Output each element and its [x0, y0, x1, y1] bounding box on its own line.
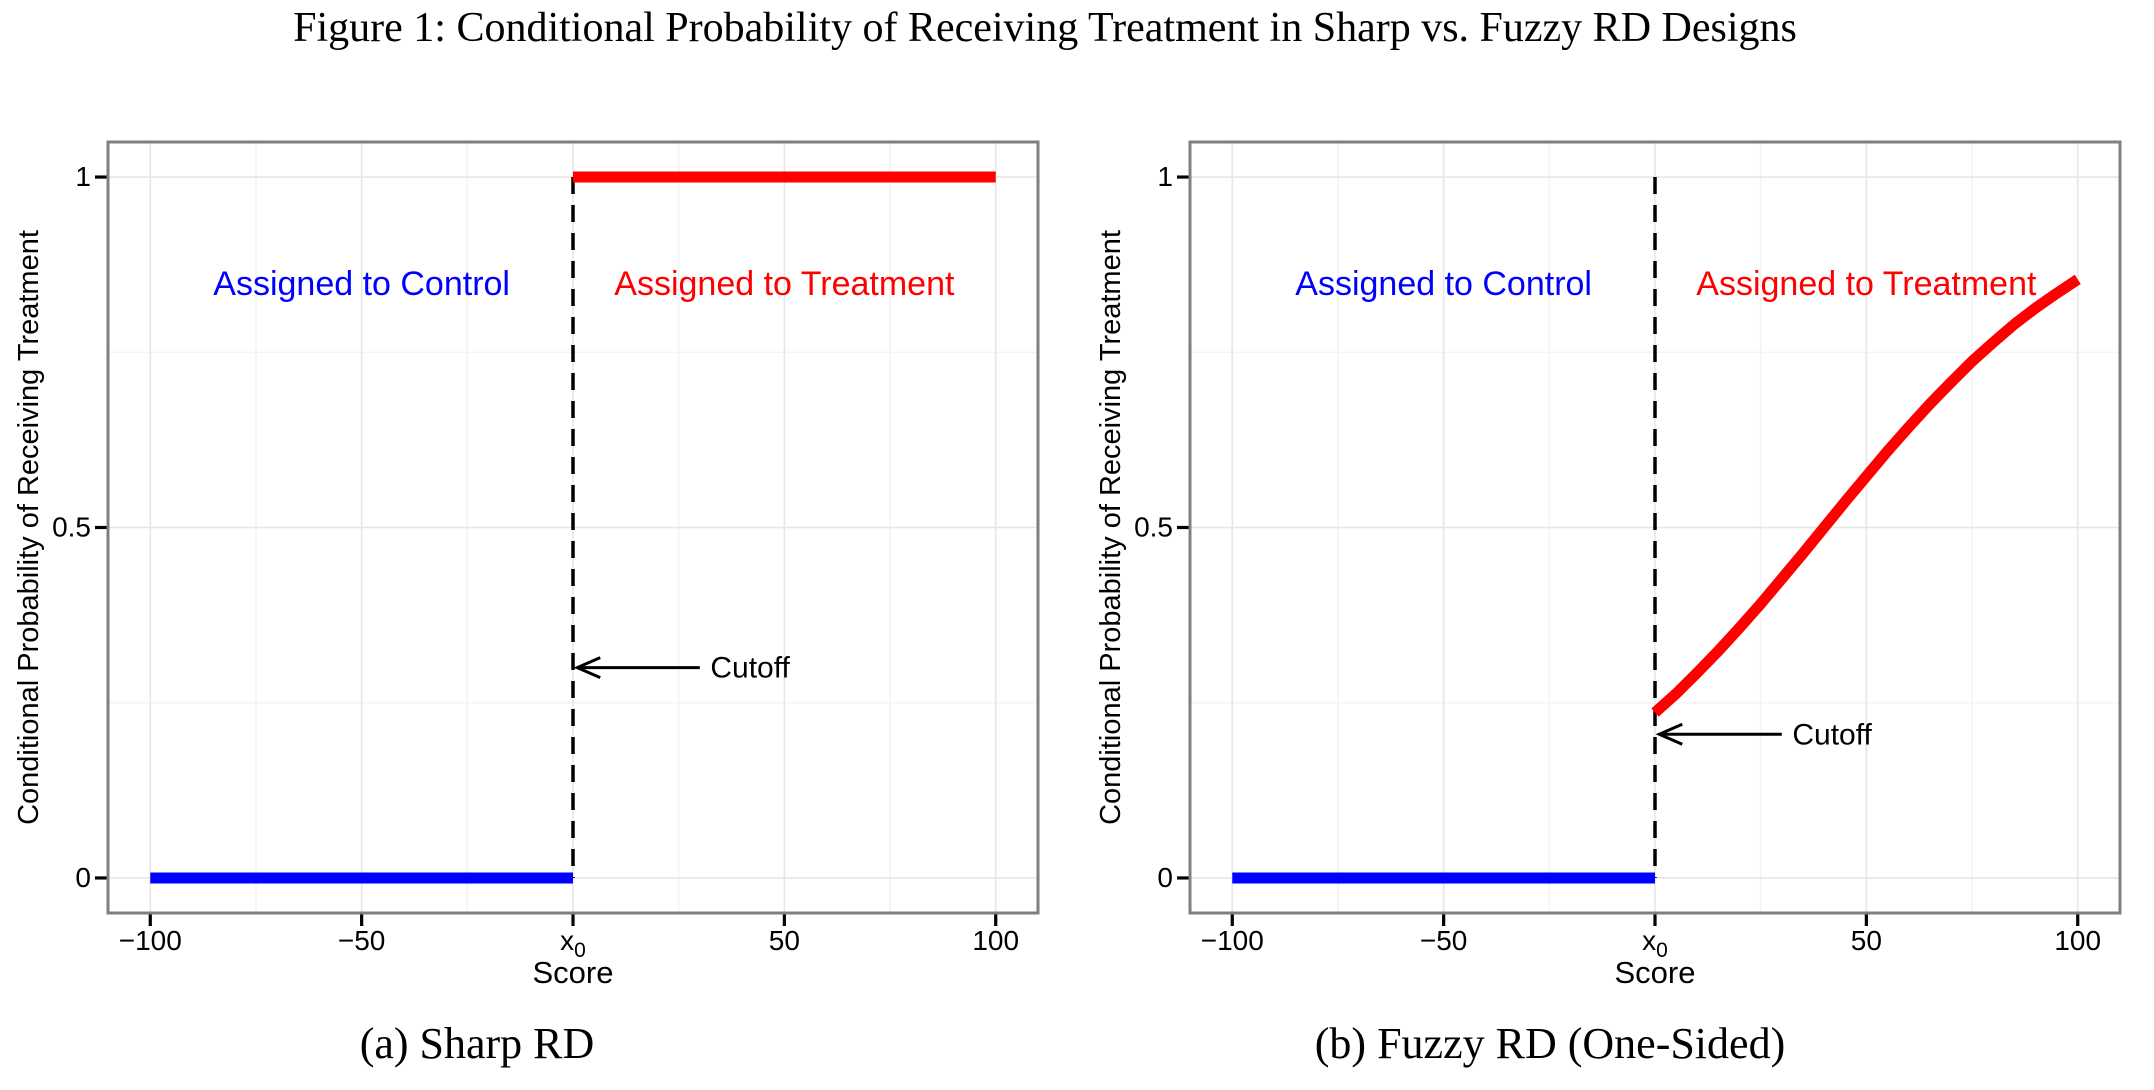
x-tick-label: 50 [1851, 925, 1882, 956]
cutoff-label: Cutoff [1792, 718, 1872, 751]
y-tick-label: 1 [1157, 161, 1173, 192]
region-label: Assigned to Control [213, 265, 510, 303]
x-tick-label: 100 [972, 925, 1019, 956]
x-axis-title: Score [533, 955, 614, 990]
x-tick-label: −100 [119, 925, 182, 956]
x-tick-label-subscript: 0 [1656, 939, 1668, 962]
x-tick-label: −50 [1420, 925, 1468, 956]
y-tick-label: 0.5 [1134, 512, 1173, 543]
y-tick-label: 0 [75, 862, 91, 893]
x-tick-label-subscript: 0 [574, 939, 586, 962]
panel-border [1188, 140, 2122, 915]
x-tick-label: 50 [769, 925, 800, 956]
figure-title: Figure 1: Conditional Probability of Rec… [293, 5, 1797, 51]
y-tick-label: 0.5 [52, 512, 91, 543]
region-label: Assigned to Treatment [1696, 265, 2037, 303]
y-tick-label: 0 [1157, 862, 1173, 893]
caption-fuzzy-rd: (b) Fuzzy RD (One-Sided) [1314, 1019, 1786, 1068]
x-tick-label: −100 [1201, 925, 1264, 956]
cutoff-arrow-head [1655, 722, 1683, 746]
y-axis-title: Conditional Probability of Receiving Tre… [1095, 230, 1127, 825]
panel-border [106, 140, 1040, 915]
cutoff-arrow-head [573, 656, 601, 680]
cutoff-label: Cutoff [710, 652, 790, 685]
region-label: Assigned to Control [1295, 265, 1592, 303]
x-axis-title: Score [1615, 955, 1696, 990]
caption-sharp-rd: (a) Sharp RD [359, 1019, 595, 1068]
assigned-treatment-line [1651, 274, 2081, 717]
x-tick-label: 100 [2054, 925, 2101, 956]
y-tick-label: 1 [75, 161, 91, 192]
region-label: Assigned to Treatment [614, 265, 955, 303]
x-tick-label: −50 [338, 925, 386, 956]
y-axis-title: Conditional Probability of Receiving Tre… [13, 230, 45, 825]
